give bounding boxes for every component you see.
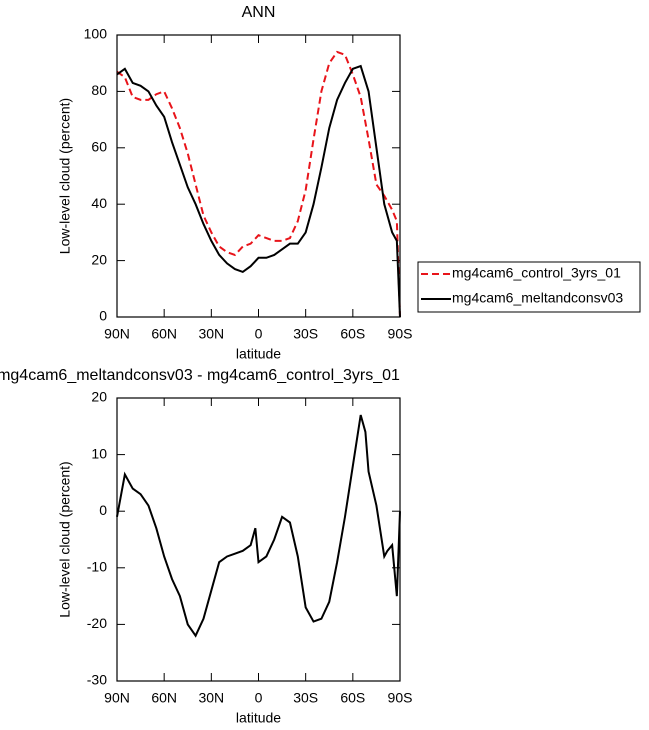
- x-tick-label: 90N: [104, 690, 130, 706]
- x-tick-label: 60N: [151, 690, 177, 706]
- y-tick-label: -20: [87, 615, 107, 631]
- y-tick-label: 10: [91, 445, 107, 461]
- x-tick-label: 60S: [340, 326, 365, 342]
- x-tick-label: 60N: [151, 326, 177, 342]
- x-tick-label: 90S: [388, 326, 413, 342]
- y-tick-label: 80: [91, 82, 107, 98]
- legend-label: mg4cam6_meltandconsv03: [452, 290, 623, 306]
- plot-frame: [116, 397, 401, 682]
- x-tick-label: 90N: [104, 326, 130, 342]
- legend-label: mg4cam6_control_3yrs_01: [452, 265, 621, 281]
- x-axis-label: latitude: [236, 710, 281, 726]
- data-line: [116, 414, 401, 638]
- y-tick-label: 100: [84, 26, 108, 42]
- legend-box: [417, 261, 641, 313]
- x-tick-label: 30S: [293, 326, 318, 342]
- x-tick-label: 30S: [293, 690, 318, 706]
- x-tick-label: 30N: [198, 326, 224, 342]
- data-line: [116, 50, 401, 318]
- chart-title: mg4cam6_meltandconsv03 - mg4cam6_control…: [0, 367, 400, 384]
- x-tick-label: 60S: [340, 690, 365, 706]
- y-tick-label: 20: [91, 251, 107, 267]
- y-axis-label: Low-level cloud (percent): [57, 98, 73, 254]
- x-tick-label: 0: [255, 326, 263, 342]
- plot-frame: [116, 34, 401, 318]
- x-axis-label: latitude: [236, 346, 281, 362]
- y-tick-label: 20: [91, 389, 107, 405]
- x-tick-label: 0: [255, 690, 263, 706]
- data-line: [116, 64, 401, 318]
- x-tick-label: 90S: [388, 690, 413, 706]
- y-tick-label: 40: [91, 195, 107, 211]
- x-tick-label: 30N: [198, 690, 224, 706]
- y-tick-label: 60: [91, 139, 107, 155]
- y-tick-label: 0: [99, 308, 107, 324]
- y-tick-label: -10: [87, 559, 107, 575]
- y-tick-label: -30: [87, 672, 107, 688]
- chart-title: ANN: [242, 4, 276, 21]
- y-axis-label: Low-level cloud (percent): [57, 461, 73, 617]
- y-tick-label: 0: [99, 502, 107, 518]
